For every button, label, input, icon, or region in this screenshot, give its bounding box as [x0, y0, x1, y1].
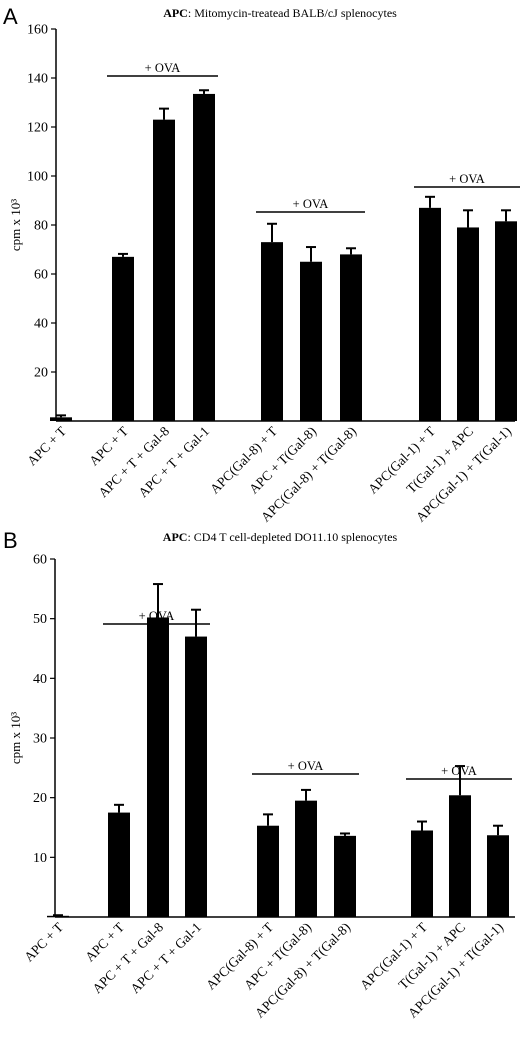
bar [457, 227, 479, 421]
panel-a: A APC: Mitomycin-treatead BALB/cJ spleno… [0, 0, 520, 525]
bar [257, 825, 279, 917]
bar-chart-a: 20 40 60 80 100 120 140 160 cpm x 10³ APC + T APC … [8, 23, 520, 525]
category-label: T(Gal-1) + APC [395, 920, 468, 993]
y-tick-label: 20 [33, 791, 47, 806]
bar [300, 261, 322, 421]
category-label: APC + T(Gal-8) [246, 424, 319, 497]
category-label: APC(Gal-1) + T [357, 919, 431, 993]
ova-label: + OVA [449, 172, 485, 186]
category-label: APC(Gal-1) + T [365, 423, 439, 497]
chart-title-a: APC: Mitomycin-treatead BALB/cJ splenocy… [0, 6, 520, 21]
category-label: APC + T [21, 919, 67, 965]
y-tick-label: 50 [33, 612, 47, 627]
y-tick-label: 60 [34, 268, 48, 283]
bar [50, 417, 72, 421]
y-tick-label: 120 [27, 121, 48, 136]
category-label: APC + T [24, 423, 70, 469]
bar [193, 93, 215, 422]
category-label: APC + T + Gal-1 [127, 920, 204, 997]
panel-letter-b: B [3, 528, 18, 553]
y-axis-label: cpm x 10³ [8, 199, 23, 251]
bar [411, 830, 433, 917]
y-tick-label: 40 [33, 672, 47, 687]
ova-label: + OVA [293, 197, 329, 211]
bar [295, 800, 317, 917]
bar [153, 119, 175, 422]
bar [449, 795, 471, 917]
y-tick-label: 40 [34, 317, 48, 332]
bar [147, 617, 169, 917]
y-tick-label: 30 [33, 732, 47, 747]
bar [185, 636, 207, 917]
y-tick-label: 140 [27, 72, 48, 87]
bar [487, 835, 509, 917]
category-label: APC + T + Gal-1 [135, 424, 212, 501]
y-tick-label: 20 [34, 366, 48, 381]
ova-label: + OVA [145, 61, 181, 75]
chart-title-b: APC: CD4 T cell-depleted DO11.10 splenoc… [0, 530, 520, 545]
bar [261, 242, 283, 421]
bar [108, 812, 130, 917]
panel-b: B APC: CD4 T cell-depleted DO11.10 splen… [0, 524, 520, 1044]
chart-title-a-bold: APC [163, 6, 188, 20]
category-label: APC(Gal-8) + T [207, 423, 281, 497]
y-tick-label: 160 [27, 23, 48, 38]
ova-label: + OVA [441, 764, 477, 778]
bar [112, 256, 134, 421]
y-tick-label: 10 [33, 851, 47, 866]
chart-title-b-bold: APC [162, 530, 188, 544]
category-label: APC + T(Gal-8) [241, 920, 314, 993]
y-tick-label: 100 [27, 170, 48, 185]
y-tick-label: 60 [33, 553, 47, 568]
bar [334, 835, 356, 917]
y-axis-label: cpm x 10³ [8, 712, 23, 764]
y-tick-label: 80 [34, 219, 48, 234]
panel-letter-a: A [3, 4, 18, 29]
chart-title-a-rest: : Mitomycin-treatead BALB/cJ splenocytes [187, 6, 397, 20]
chart-title-b-rest: : CD4 T cell-depleted DO11.10 splenocyte… [187, 530, 398, 544]
bar [495, 221, 517, 421]
category-label: APC(Gal-8) + T [203, 919, 277, 993]
bar [47, 915, 69, 918]
ova-label: + OVA [139, 609, 175, 623]
bar [419, 207, 441, 421]
ova-label: + OVA [288, 759, 324, 773]
bar [340, 254, 362, 421]
category-label: T(Gal-1) + APC [403, 424, 476, 497]
category-label: APC + T + Gal-8 [95, 423, 172, 500]
